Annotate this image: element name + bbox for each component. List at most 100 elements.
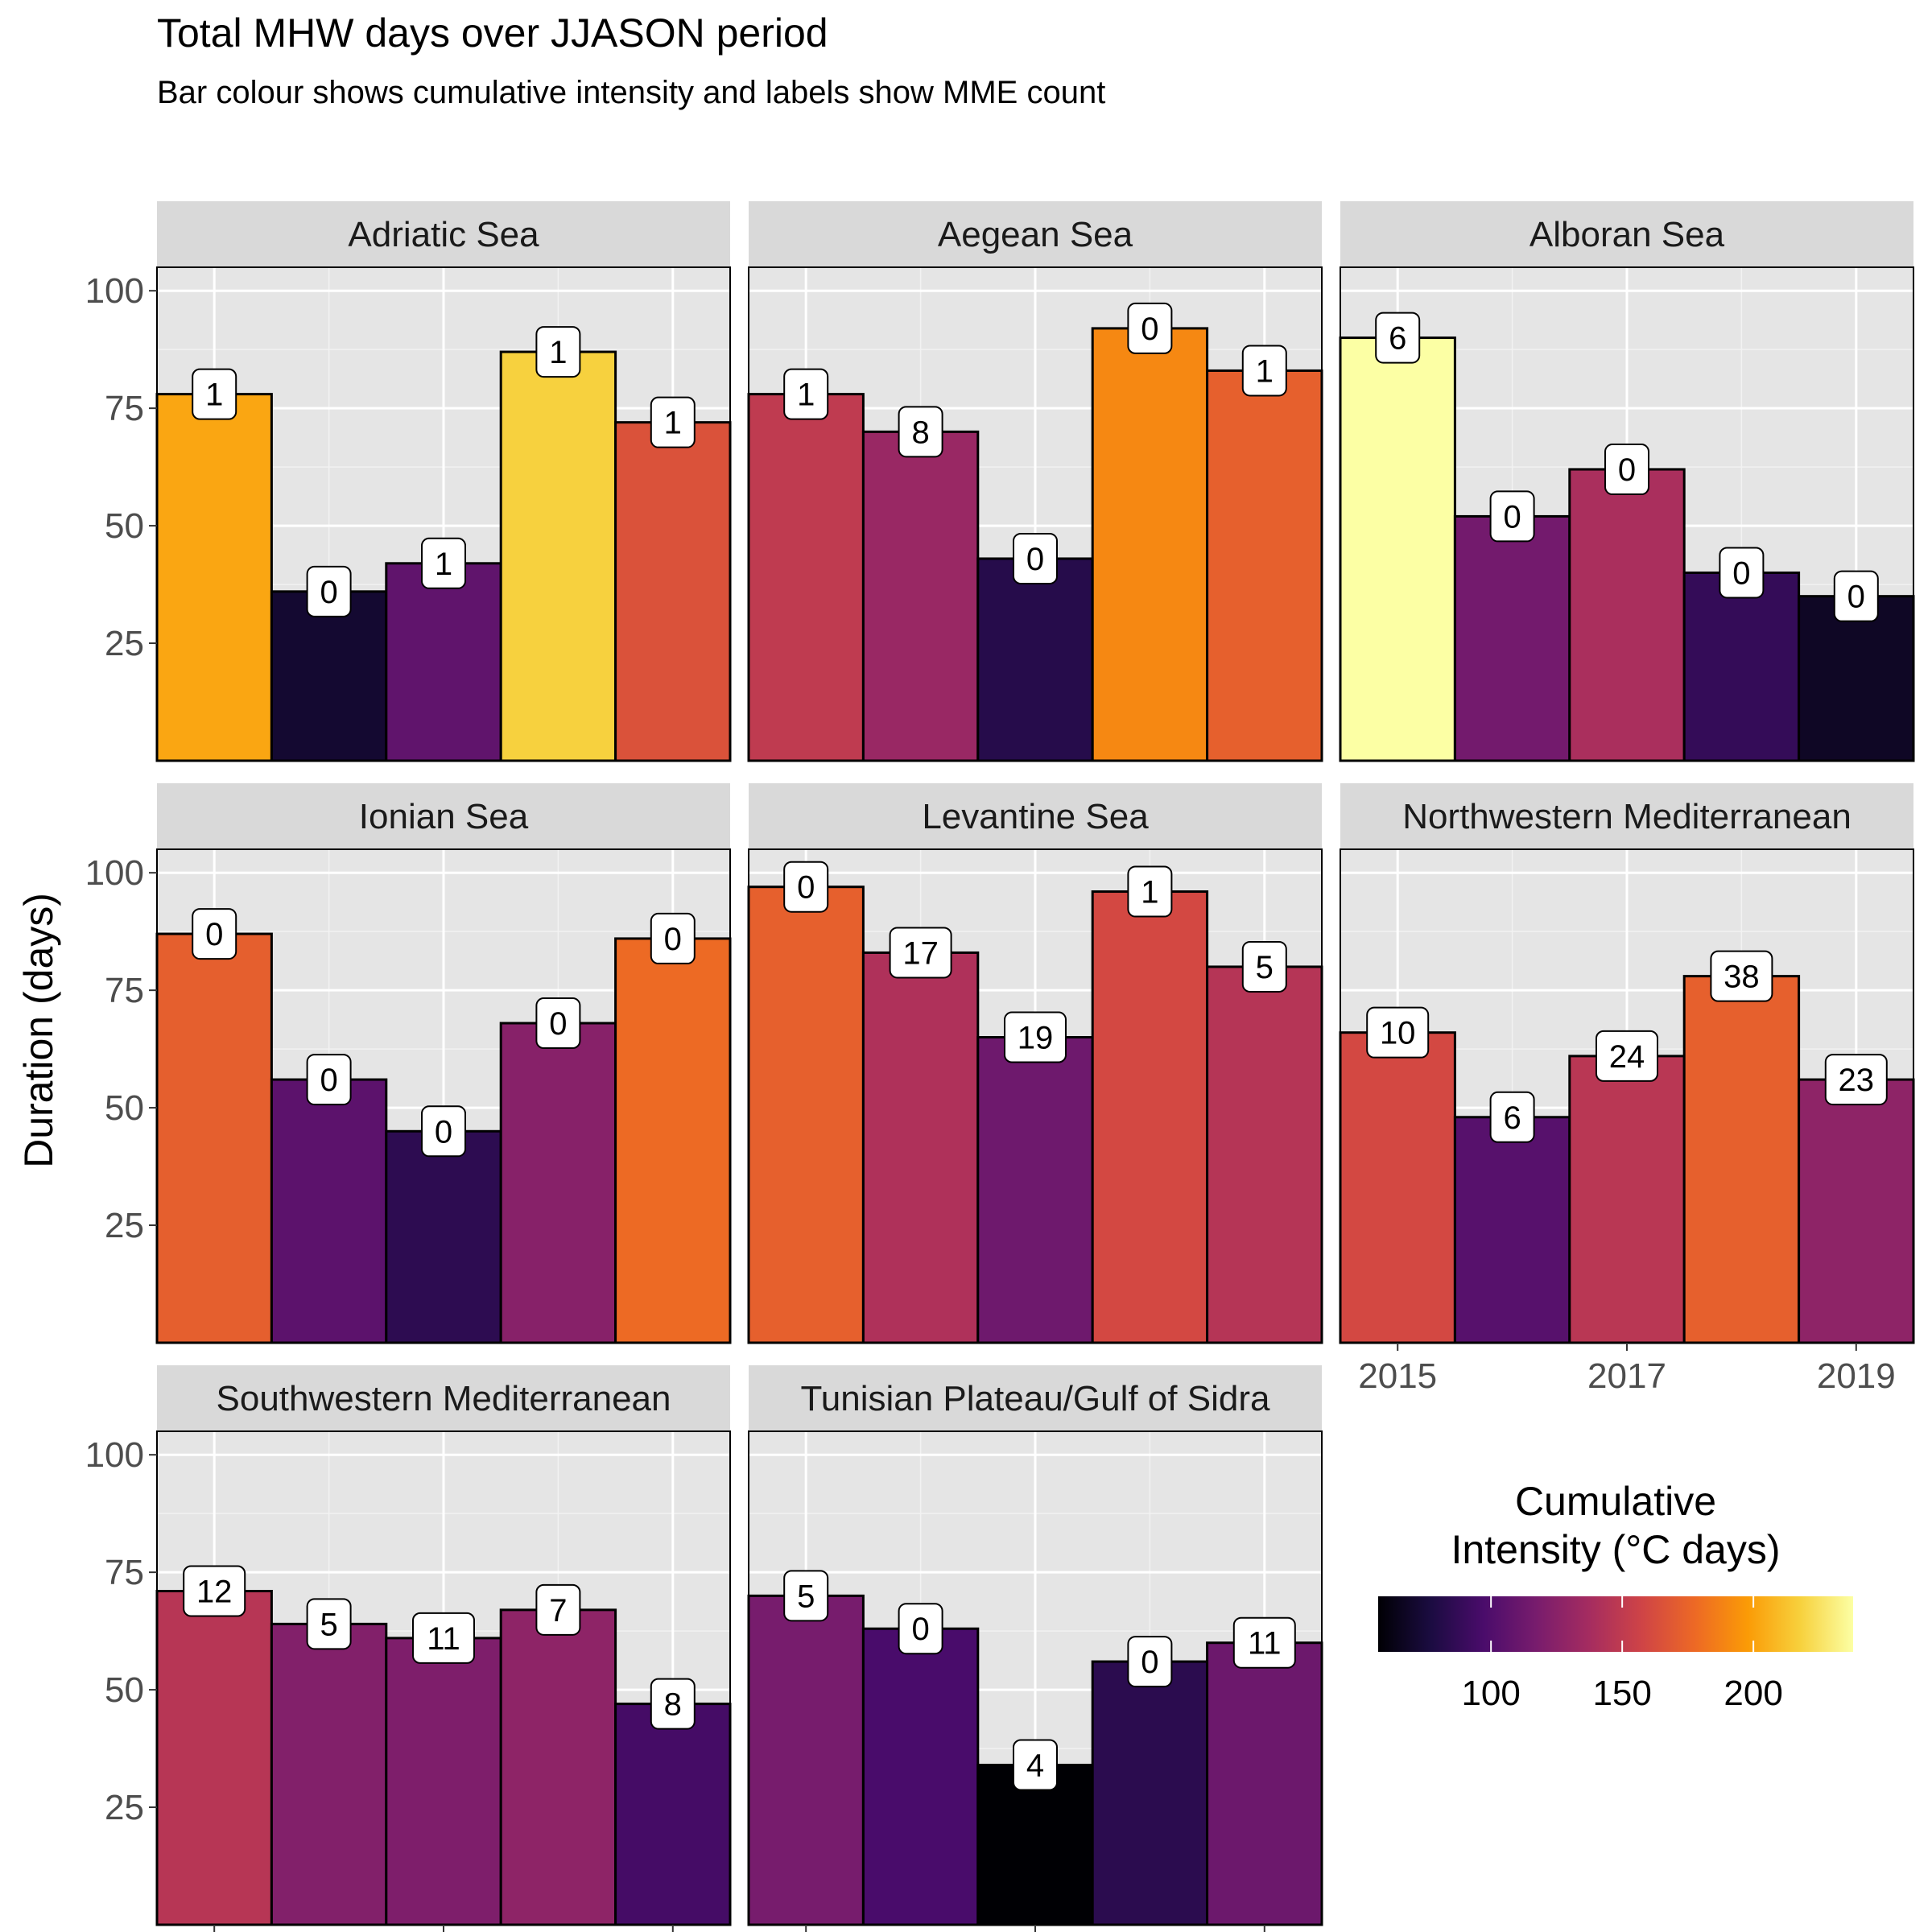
bar-label: 1 (421, 537, 466, 589)
bar-label: 0 (1489, 490, 1535, 543)
chart-title: Total MHW days over JJASON period (157, 10, 828, 56)
legend-title-line1: Cumulative (1515, 1479, 1716, 1524)
bar-label-box (1833, 570, 1879, 622)
bar-label-text: 0 (1141, 1645, 1158, 1680)
x-tick-label: 2019 (1817, 1356, 1896, 1396)
bar-label: 12 (183, 1565, 246, 1617)
bar-label-box (412, 1612, 475, 1664)
y-tick-label: 25 (105, 1788, 144, 1827)
y-tick-label: 50 (105, 506, 144, 546)
bar-label-text: 1 (549, 335, 567, 370)
bar-label-text: 8 (664, 1687, 682, 1723)
bar-label-box (783, 1570, 829, 1622)
bar-2019 (1798, 595, 1915, 762)
bar-label-box (1489, 490, 1535, 543)
bar-label: 1 (1241, 345, 1287, 397)
bar-label-box (183, 1565, 246, 1617)
x-tick-label: 2015 (1358, 1356, 1437, 1396)
bar-label-text: 38 (1724, 960, 1760, 995)
panel-border (748, 266, 1323, 762)
bar-label: 1 (1127, 865, 1173, 918)
bar-label-text: 23 (1839, 1063, 1875, 1098)
x-tick-label: 2017 (1587, 1356, 1666, 1396)
panel-alboran-sea: Alboran Sea 6 0 0 0 0 (1339, 201, 1915, 762)
bar-label-box (535, 997, 581, 1050)
bar-label-box (1375, 312, 1421, 364)
bar-label-text: 1 (797, 378, 815, 413)
bar-label-text: 0 (1732, 555, 1750, 591)
strip-label: Levantine Sea (922, 797, 1149, 836)
strip-background (157, 783, 730, 849)
bar-label: 6 (1375, 312, 1421, 364)
bar-label: 0 (192, 908, 237, 960)
bar-2016 (861, 1627, 980, 1926)
bar-label: 11 (1232, 1616, 1296, 1669)
legend-title-line2: Intensity (°C days) (1451, 1527, 1780, 1572)
panel-border (156, 848, 731, 1344)
strip-background (157, 201, 730, 267)
bar-label-box (783, 861, 829, 913)
y-tick-label: 100 (85, 271, 144, 311)
y-tick-label: 25 (105, 624, 144, 663)
panel-tunisian-plateau-gulf-of-sidra: Tunisian Plateau/Gulf of Sidra5040112015… (747, 1365, 1323, 1932)
strip-background (1340, 783, 1913, 849)
strip-label: Tunisian Plateau/Gulf of Sidra (801, 1379, 1270, 1418)
bar-label: 0 (1833, 570, 1879, 622)
bar-label: 1 (783, 368, 829, 420)
bar-label-box (1604, 444, 1649, 496)
bar-label-text: 0 (1026, 542, 1044, 577)
strip-background (749, 1365, 1322, 1431)
bar-label-text: 1 (1141, 875, 1158, 910)
panel-ionian-sea: Ionian Sea 0 0 0 0 0 25 50 75 100 (85, 783, 732, 1344)
y-tick-label: 75 (105, 389, 144, 428)
bar-label-box (889, 927, 952, 979)
bar-2015 (747, 886, 865, 1344)
bar-label: 0 (1127, 302, 1173, 354)
bar-2018 (1091, 327, 1209, 762)
bar-label: 5 (306, 1598, 352, 1650)
bar-label-box (1013, 532, 1058, 584)
panel-southwestern-mediterranean: Southwestern Mediterranean 12 5 11 7 8 25 50 75 1… (85, 1365, 732, 1932)
bar-label-box (1489, 1091, 1535, 1143)
bar-label-text: 1 (435, 547, 452, 582)
bar-label: 0 (1013, 532, 1058, 584)
bar-label-box (1013, 1739, 1058, 1791)
bar-label-text: 1 (205, 378, 223, 413)
bar-label-box (650, 912, 696, 964)
bar-2019 (614, 937, 732, 1344)
bar-2016 (861, 430, 980, 762)
bar-label-box (1127, 865, 1173, 918)
bar-label: 17 (889, 927, 952, 979)
strip-background (749, 783, 1322, 849)
bar-label-text: 8 (911, 415, 929, 450)
bar-label: 6 (1489, 1091, 1535, 1143)
bar-label: 0 (1604, 444, 1649, 496)
bar-label-text: 5 (1256, 950, 1274, 985)
bar-label-text: 0 (797, 870, 815, 906)
bar-label-box (898, 1603, 943, 1655)
bar-2017 (1568, 1055, 1686, 1344)
bar-label-box (421, 537, 466, 589)
bar-label-text: 0 (435, 1114, 452, 1150)
bar-label-text: 0 (205, 917, 223, 952)
bar-label-text: 1 (664, 406, 682, 441)
bar-label-box (898, 406, 943, 458)
bar-2018 (499, 1608, 617, 1926)
bar-label: 0 (306, 1054, 352, 1106)
bar-label-text: 4 (1026, 1748, 1044, 1784)
bar-2019 (1206, 1641, 1323, 1926)
y-tick-label: 75 (105, 1553, 144, 1592)
bar-2018 (1682, 975, 1801, 1344)
bar-label-text: 0 (911, 1612, 929, 1647)
y-tick-label: 25 (105, 1206, 144, 1245)
bar-label-text: 0 (320, 575, 337, 610)
y-axis-label: Duration (days) (16, 893, 61, 1168)
bar-label: 0 (783, 861, 829, 913)
bar-label-box (1232, 1616, 1296, 1669)
bar-2018 (1091, 890, 1209, 1344)
bar-label-text: 5 (797, 1579, 815, 1614)
bar-2017 (385, 1129, 502, 1344)
bar-label-box (1241, 940, 1287, 993)
bar-label-text: 1 (1256, 353, 1274, 389)
